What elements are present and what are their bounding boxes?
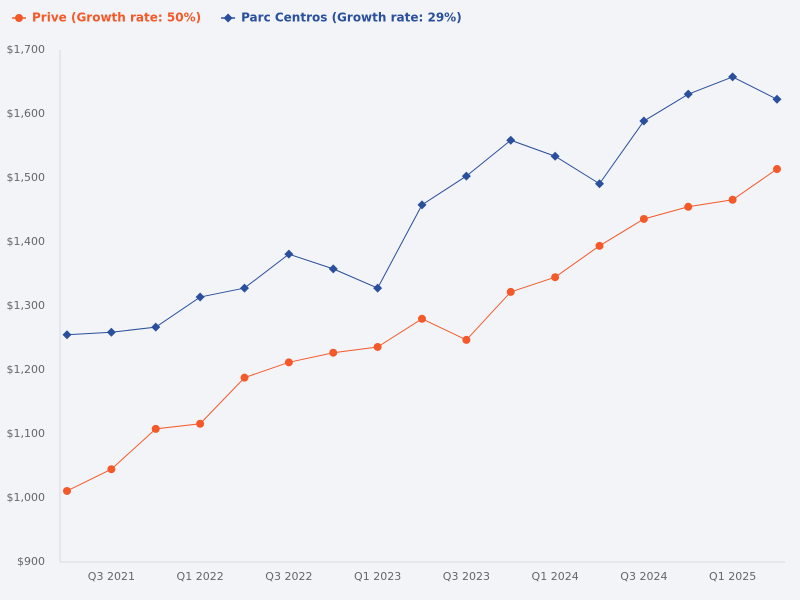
y-tick-label: $1,300: [7, 299, 46, 312]
point: [62, 330, 72, 340]
point: [728, 72, 738, 82]
point: [195, 292, 205, 302]
point: [240, 283, 249, 293]
point: [151, 424, 160, 433]
y-tick-label: $1,100: [7, 427, 46, 440]
legend-text: Prive (Growth rate: 50%): [32, 11, 201, 25]
point: [329, 348, 338, 357]
point: [284, 249, 294, 259]
point: [639, 214, 648, 223]
x-tick-label: Q1 2023: [354, 570, 401, 583]
point: [595, 179, 604, 189]
point: [151, 322, 161, 332]
point: [284, 358, 293, 367]
y-tick-label: $1,600: [7, 107, 46, 120]
point: [106, 327, 116, 337]
point: [683, 89, 693, 99]
legend-text: Parc Centros (Growth rate: 29%): [241, 11, 462, 25]
y-tick-label: $1,700: [7, 43, 46, 56]
x-tick-label: Q1 2024: [532, 570, 579, 583]
point: [772, 94, 782, 104]
point: [728, 195, 737, 204]
point: [196, 419, 205, 428]
y-tick-label: $1,200: [7, 363, 46, 376]
point: [107, 465, 116, 474]
x-tick-label: Q3 2021: [88, 570, 135, 583]
point: [223, 13, 233, 23]
point: [15, 14, 23, 22]
point: [684, 202, 693, 211]
point: [551, 273, 560, 282]
point: [595, 241, 604, 250]
series-line: [66, 168, 778, 492]
point: [506, 287, 515, 296]
x-tick-label: Q1 2022: [177, 570, 224, 583]
point: [506, 135, 516, 145]
point: [417, 200, 427, 210]
y-tick-label: $1,000: [7, 491, 46, 504]
x-tick-label: Q3 2024: [620, 570, 667, 583]
point: [461, 171, 471, 181]
point: [462, 335, 471, 344]
x-tick-label: Q1 2025: [709, 570, 756, 583]
point: [550, 151, 560, 161]
y-tick-label: $1,400: [7, 235, 46, 248]
x-tick-label: Q3 2023: [443, 570, 490, 583]
point: [373, 342, 382, 351]
point: [373, 283, 383, 293]
point: [63, 486, 71, 495]
y-tick-label: $900: [17, 555, 45, 568]
point: [418, 314, 426, 323]
y-tick-label: $1,500: [7, 171, 46, 184]
point: [773, 165, 781, 174]
point: [240, 373, 249, 382]
x-tick-label: Q3 2022: [265, 570, 312, 583]
point: [639, 116, 649, 126]
point: [328, 264, 338, 274]
